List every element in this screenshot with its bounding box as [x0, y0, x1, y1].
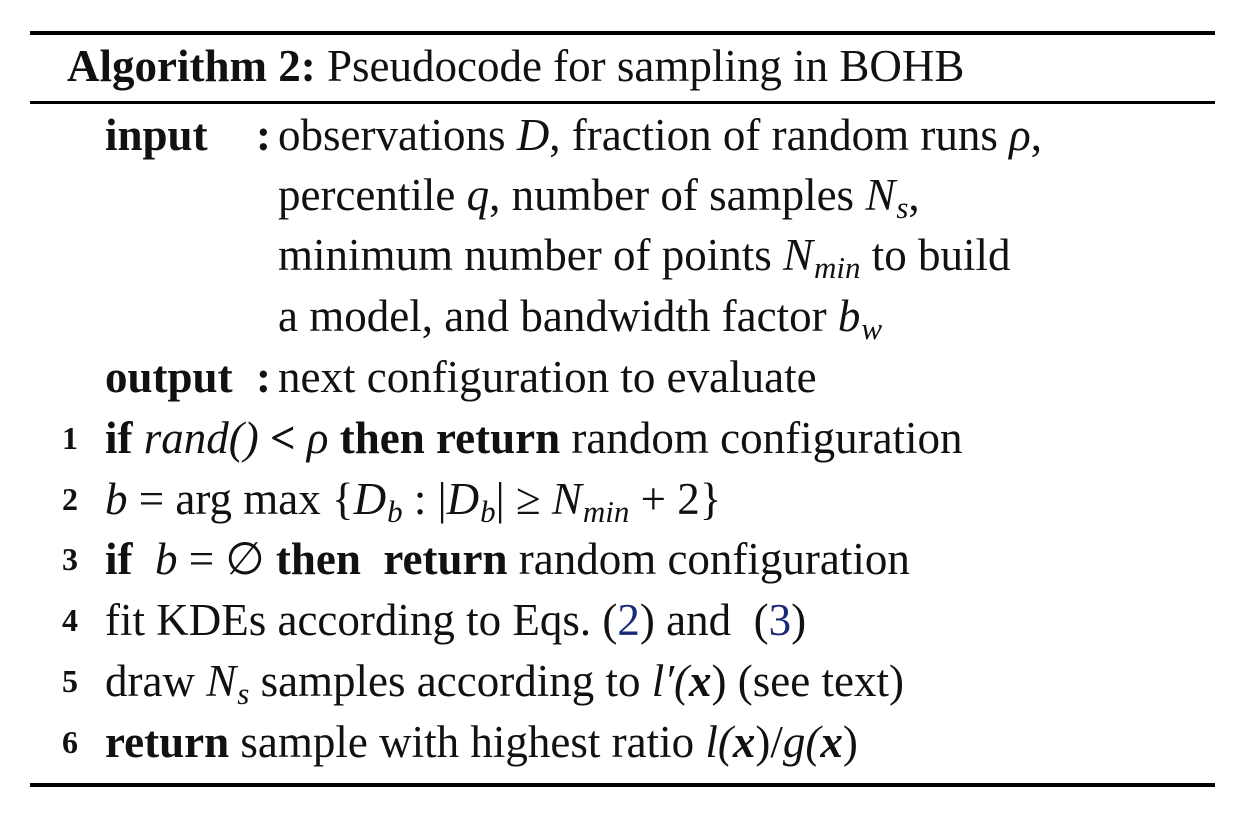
caption-label: Algorithm 2:	[67, 41, 316, 91]
algorithm-caption: Algorithm 2: Pseudocode for sampling in …	[67, 36, 964, 96]
bottom-rule	[30, 783, 1215, 787]
line-number-2: 2	[62, 481, 78, 517]
input-line-2: percentile q, number of samples Ns,	[278, 170, 920, 225]
step-2: b = arg max {Db : |Db| ≥ Nmin + 2}	[105, 474, 722, 529]
output-colon: :	[256, 352, 271, 402]
equation-ref-2[interactable]: 2	[617, 595, 640, 645]
line-number-4: 4	[62, 602, 78, 638]
line-number-3: 3	[62, 541, 78, 577]
input-label: input	[105, 110, 208, 160]
caption-title: Pseudocode for sampling in BOHB	[326, 41, 965, 91]
line-number-1: 1	[62, 420, 78, 456]
input-line-1: observations D, fraction of random runs …	[278, 110, 1042, 160]
line-number-5: 5	[62, 663, 78, 699]
step-3: if b = ∅ then return random configuratio…	[105, 534, 910, 584]
output-label: output	[105, 352, 233, 402]
equation-ref-3[interactable]: 3	[768, 595, 792, 645]
input-colon: :	[256, 110, 271, 160]
step-4: fit KDEs according to Eqs. (2) and (3)	[105, 595, 807, 645]
input-line-4: a model, and bandwidth factor bw	[278, 291, 883, 346]
step-5: draw Ns samples according to l′(x) (see …	[105, 656, 904, 711]
step-1: if rand() < ρ then return random configu…	[105, 413, 963, 463]
line-number-6: 6	[62, 724, 78, 760]
caption-rule	[30, 101, 1215, 104]
output-text: next configuration to evaluate	[278, 352, 817, 402]
top-rule	[30, 31, 1215, 35]
input-line-3: minimum number of points Nmin to build	[278, 230, 1011, 285]
step-6: return sample with highest ratio l(x)/g(…	[105, 717, 858, 767]
